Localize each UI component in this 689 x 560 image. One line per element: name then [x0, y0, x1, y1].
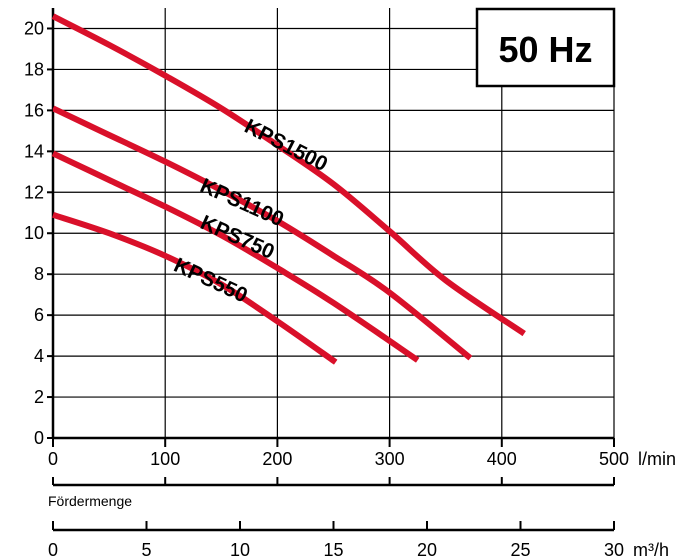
x-tick-label: 100 — [150, 449, 180, 469]
y-tick-label: 10 — [24, 223, 44, 243]
x-tick-label: 200 — [262, 449, 292, 469]
x2-tick-label: 0 — [48, 540, 58, 560]
x2-tick-label: 15 — [323, 540, 343, 560]
series-line-kps750 — [51, 150, 420, 363]
y-tick-label: 12 — [24, 182, 44, 202]
series-line-kps1500 — [51, 13, 526, 337]
x2-tick-label: 30 — [604, 540, 624, 560]
frequency-badge: 50 Hz — [475, 7, 616, 88]
y-tick-label: 8 — [34, 264, 44, 284]
y-tick-label: 16 — [24, 100, 44, 120]
y-tick-label: 20 — [24, 18, 44, 38]
y-tick-label: 18 — [24, 59, 44, 79]
x2-axis-unit: m³/h — [633, 540, 669, 560]
y-tick-label: 4 — [34, 346, 44, 366]
frequency-badge-text: 50 Hz — [498, 29, 592, 70]
series-label-kps1500: KPS1500 — [241, 115, 332, 176]
x-tick-label: 500 — [599, 449, 629, 469]
x2-tick-label: 5 — [141, 540, 151, 560]
frequency-badge-box — [475, 7, 616, 88]
grid-lines — [53, 8, 615, 438]
x-axis-unit: l/min — [638, 449, 676, 469]
series-line-kps1100 — [51, 105, 473, 361]
x2-tick-label: 25 — [510, 540, 530, 560]
y-tick-label: 14 — [24, 141, 44, 161]
x-tick-label: 300 — [375, 449, 405, 469]
y-tick-label: 6 — [34, 305, 44, 325]
x-tick-label: 400 — [487, 449, 517, 469]
x-axis-label: Fördermenge — [48, 493, 132, 509]
x2-tick-label: 20 — [417, 540, 437, 560]
y-tick-label: 2 — [34, 387, 44, 407]
x-tick-label: 0 — [48, 449, 58, 469]
series-lines — [51, 13, 526, 365]
series-label-kps550: KPS550 — [170, 254, 251, 308]
series-line-kps550 — [52, 211, 338, 365]
y-tick-label: 0 — [34, 428, 44, 448]
x2-tick-label: 10 — [230, 540, 250, 560]
